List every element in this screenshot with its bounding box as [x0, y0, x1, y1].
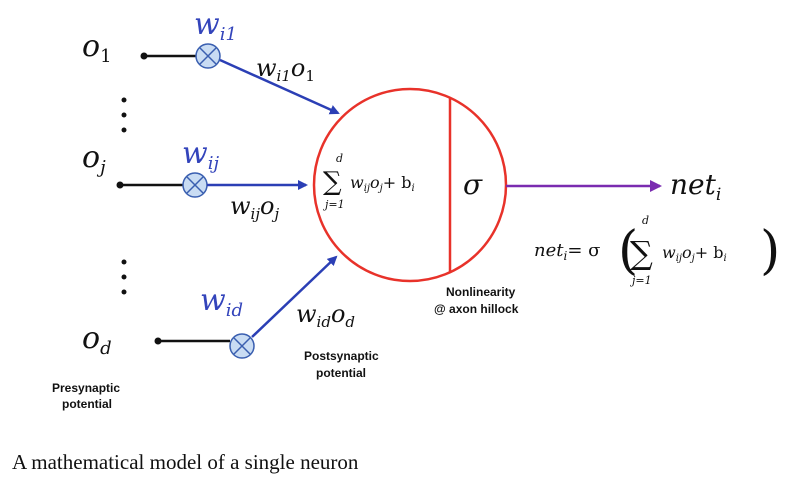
svg-text:∑: ∑	[323, 167, 342, 197]
svg-text:@ axon hillock: @ axon hillock	[434, 302, 519, 316]
neuron-summation: d ∑ j=1 wijoj+ bi	[322, 152, 415, 211]
arrow-wd-to-neuron	[251, 255, 338, 338]
arrow-w1-to-neuron	[219, 58, 340, 115]
input-o1-label: o1	[82, 29, 112, 67]
svg-text:j=1: j=1	[322, 198, 345, 211]
svg-text:(: (	[618, 221, 638, 281]
svg-text:potential: potential	[316, 366, 366, 380]
multiplier-d-icon	[229, 333, 255, 359]
ellipsis-dots-1	[121, 97, 127, 133]
svg-text:d: d	[642, 214, 649, 227]
ellipsis-dots-2	[121, 259, 127, 295]
svg-text:wijoj+ bi: wijoj+ bi	[350, 173, 415, 194]
svg-text:j=1: j=1	[629, 274, 652, 287]
svg-text:Presynaptic: Presynaptic	[52, 381, 120, 395]
output-net-label: neti	[670, 168, 721, 205]
multiplier-1-icon	[195, 43, 221, 69]
presynaptic-label: Presynaptic potential	[52, 381, 120, 411]
svg-text:d: d	[336, 152, 343, 165]
svg-text:Nonlinearity: Nonlinearity	[446, 285, 516, 299]
weighted-input-d-label: widod	[296, 300, 355, 331]
weighted-input-1-label: wi1o1	[256, 54, 315, 85]
svg-text:wijoj+ bi: wijoj+ bi	[662, 243, 727, 264]
svg-text:): )	[760, 221, 780, 281]
weighted-input-j-label: wijoj	[230, 192, 279, 223]
svg-text:Postsynaptic: Postsynaptic	[304, 349, 379, 363]
multiplier-j-icon	[182, 172, 208, 198]
postsynaptic-label: Postsynaptic potential	[304, 349, 379, 380]
input-od-label: od	[82, 321, 112, 359]
svg-text:neti= σ: neti= σ	[534, 240, 600, 263]
input-oj-label: oj	[82, 140, 106, 178]
svg-text:potential: potential	[62, 397, 112, 411]
weight-wid-label: wid	[200, 283, 243, 321]
figure-caption: A mathematical model of a single neuron	[12, 450, 359, 474]
weight-wi1-label: wi1	[194, 7, 237, 45]
neuron-diagram: o1 wi1 wi1o1 oj wij wijoj od	[52, 7, 780, 411]
output-formula: neti= σ ( d ∑ j=1 wijoj+ bi )	[534, 214, 780, 287]
svg-text:∑: ∑	[630, 234, 653, 272]
nonlinearity-label: Nonlinearity @ axon hillock	[434, 285, 519, 316]
activation-sigma: σ	[463, 168, 483, 201]
weight-wij-label: wij	[182, 136, 219, 174]
